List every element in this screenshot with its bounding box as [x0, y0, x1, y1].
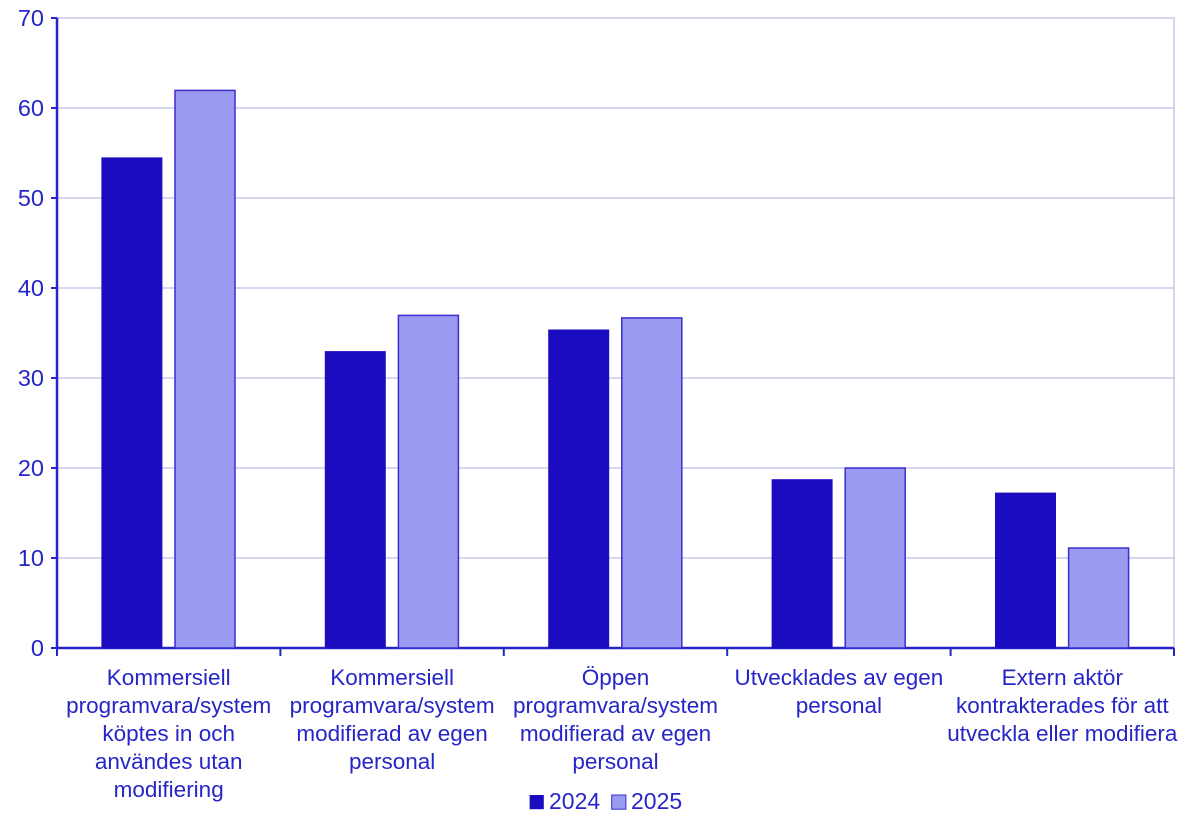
svg-text:personal: personal [796, 693, 882, 718]
svg-text:personal: personal [572, 749, 658, 774]
svg-text:kontrakterades för att: kontrakterades för att [956, 693, 1169, 718]
svg-text:10: 10 [18, 545, 44, 571]
svg-text:2025: 2025 [631, 788, 682, 814]
svg-text:köptes in och: köptes in och [102, 721, 235, 746]
svg-text:användes utan: användes utan [95, 749, 243, 774]
svg-text:Kommersiell: Kommersiell [330, 665, 454, 690]
svg-text:50: 50 [18, 185, 44, 211]
svg-text:60: 60 [18, 95, 44, 121]
svg-text:personal: personal [349, 749, 435, 774]
svg-text:Utvecklades av egen: Utvecklades av egen [734, 665, 943, 690]
svg-text:40: 40 [18, 275, 44, 301]
svg-text:2024: 2024 [549, 788, 600, 814]
svg-text:programvara/system: programvara/system [513, 693, 718, 718]
svg-text:utveckla eller modifiera: utveckla eller modifiera [947, 721, 1178, 746]
svg-text:Kommersiell: Kommersiell [107, 665, 231, 690]
svg-text:modifiering: modifiering [114, 777, 224, 802]
svg-text:30: 30 [18, 365, 44, 391]
svg-text:modifierad av egen: modifierad av egen [296, 721, 487, 746]
svg-text:programvara/system: programvara/system [290, 693, 495, 718]
svg-text:20: 20 [18, 455, 44, 481]
svg-text:Extern aktör: Extern aktör [1002, 665, 1124, 690]
svg-text:0: 0 [31, 635, 44, 661]
svg-text:programvara/system: programvara/system [66, 693, 271, 718]
svg-text:70: 70 [18, 5, 44, 31]
svg-text:Öppen: Öppen [582, 665, 650, 690]
svg-text:modifierad av egen: modifierad av egen [520, 721, 711, 746]
